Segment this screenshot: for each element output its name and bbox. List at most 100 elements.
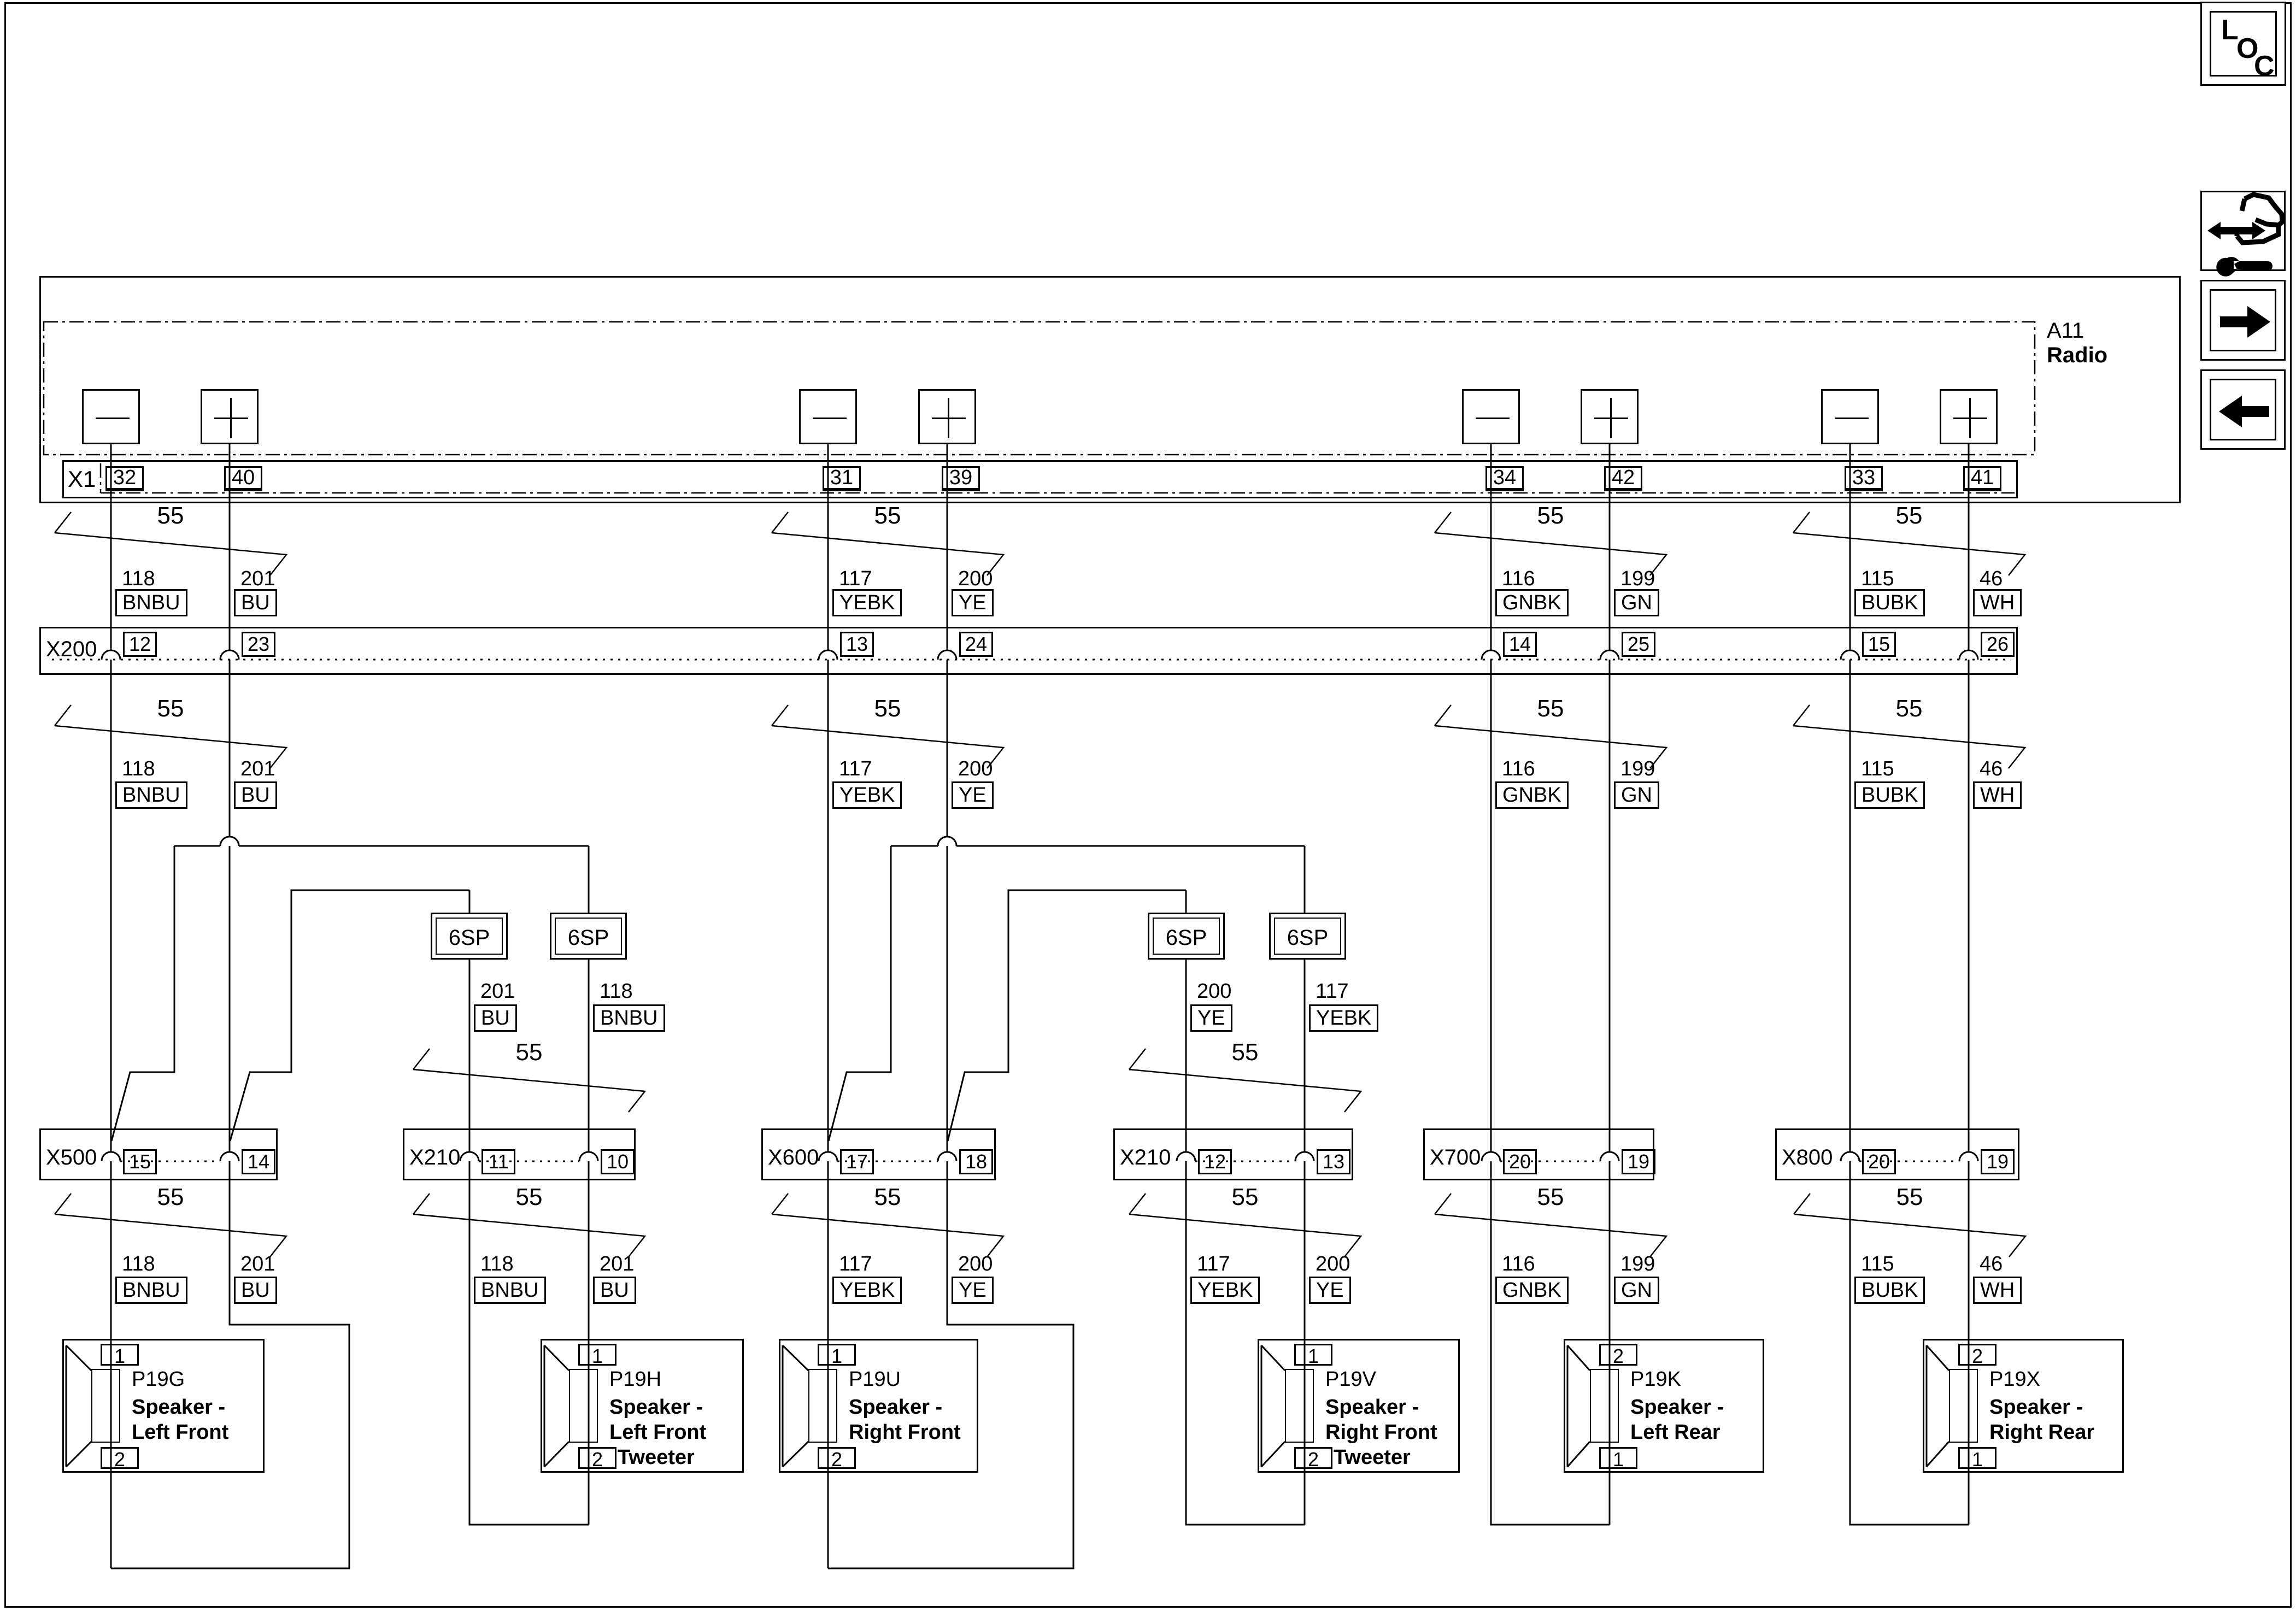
pin-box: 2 [1599,1344,1637,1367]
wire-color: BNBU [115,1277,187,1304]
wire-color: YEBK [832,1277,902,1304]
speaker-name-line1: Speaker - [132,1396,226,1419]
wire-number: 117 [839,757,872,780]
wire-number: 200 [958,567,993,590]
loc-icon: L O C [2210,11,2277,82]
speaker-box[interactable] [1258,1339,1460,1473]
wire-color: BNBU [115,781,187,809]
minus-terminal-icon [799,389,857,444]
wire-number: 200 [958,757,993,780]
speaker-box[interactable] [1564,1339,1764,1473]
plus-terminal-icon [918,389,976,444]
wire-number: 200 [958,1253,993,1275]
speaker-id[interactable]: P19H [609,1368,662,1391]
radio-name[interactable]: Radio [2047,343,2108,367]
wire-color: YEBK [832,589,902,616]
speaker-name-line2: Left Front [609,1421,707,1444]
connector-label[interactable]: X210 [1120,1145,1171,1169]
wire-number: 115 [1861,1253,1894,1275]
shield-label: 55 [157,1184,184,1210]
connector-label[interactable]: X210 [409,1145,461,1169]
wire-color: YE [1309,1277,1351,1304]
wire-number: 118 [122,1253,155,1275]
pin-box: 15 [123,1149,157,1174]
wire-color: WH [1973,1277,2022,1304]
plus-terminal-icon [201,389,259,444]
shield-label: 55 [874,695,901,722]
speaker-id[interactable]: P19U [849,1368,901,1391]
loc-button[interactable]: L O C [2200,2,2286,86]
shield-label: 55 [1537,502,1564,529]
pin-box: 32 [105,466,144,491]
speaker-box[interactable] [779,1339,978,1473]
vehicle-wiring-icon [2207,192,2284,277]
loc-letter: C [2254,50,2275,82]
wire-number: 46 [1980,757,2003,780]
wire-color: YEBK [1309,1004,1379,1032]
wire-color: WH [1973,781,2022,809]
pin-box: 1 [1599,1447,1637,1471]
pin-box: 33 [1845,466,1883,491]
wire-number: 46 [1980,567,2003,590]
speaker-box[interactable] [62,1339,265,1473]
shield-label: 55 [1231,1039,1259,1066]
wire-number: 200 [1316,1253,1350,1275]
vehicle-wiring-button[interactable] [2200,191,2286,277]
wire-number: 199 [1620,567,1655,590]
speaker-id[interactable]: P19K [1630,1368,1681,1391]
pin-box: 25 [1622,632,1655,657]
speaker-box[interactable] [1923,1339,2124,1473]
pin-box: 1 [818,1344,856,1367]
pin-box: 12 [1198,1149,1232,1174]
shield-label: 55 [1231,1184,1259,1210]
wire-number: 118 [480,1253,514,1275]
shield-label: 55 [1895,502,1923,529]
pin-box: 11 [481,1149,515,1174]
speaker-name-line2: Left Front [132,1421,229,1444]
speaker-id[interactable]: P19G [132,1368,185,1391]
pin-box: 39 [942,466,980,491]
speaker-name-line2: Left Rear [1630,1421,1720,1444]
wire-color: BU [234,589,277,616]
wire-color: BNBU [593,1004,665,1032]
pin-box: 1 [101,1344,139,1367]
option-6sp-box: 6SP [431,913,508,960]
shield-label: 55 [874,1184,901,1210]
pin-box: 17 [840,1149,874,1174]
connector-label[interactable]: X800 [1782,1145,1833,1169]
wire-number: 118 [600,980,633,1003]
wire-color: GNBK [1495,781,1569,809]
speaker-name-suffix: Tweeter [1334,1446,1411,1469]
radio-id[interactable]: A11 [2047,319,2084,343]
connector-label[interactable]: X700 [1430,1145,1481,1169]
speaker-magnet [808,1369,837,1443]
connector-label[interactable]: X600 [768,1145,819,1169]
shield-label: 55 [1537,695,1564,722]
speaker-id[interactable]: P19X [1989,1368,2040,1391]
connector-x200-label[interactable]: X200 [46,637,97,661]
option-6sp-label: 6SP [1274,918,1341,955]
connector-box [1423,1128,1654,1180]
plus-terminal-icon [1940,389,1998,444]
wire-color: BUBK [1854,589,1925,616]
wire-color: YE [952,1277,994,1304]
speaker-magnet [1285,1369,1314,1443]
wire-number: 201 [240,567,275,590]
connector-x200-strip [39,627,2018,675]
connector-label[interactable]: X500 [46,1145,97,1169]
speaker-name-line1: Speaker - [1325,1396,1419,1419]
speaker-id[interactable]: P19V [1325,1368,1376,1391]
wire-number: 199 [1620,1253,1655,1275]
pin-box: 18 [959,1149,993,1174]
speaker-box[interactable] [541,1339,744,1473]
next-button[interactable] [2200,280,2286,361]
back-button[interactable] [2200,369,2286,450]
pin-box: 20 [1862,1149,1896,1174]
pin-box: 20 [1503,1149,1537,1174]
plus-terminal-icon [1581,389,1639,444]
wire-color: GNBK [1495,1277,1569,1304]
connector-x1-label[interactable]: X1 [68,466,96,492]
wire-color: GN [1614,781,1659,809]
option-6sp-label: 6SP [436,918,503,955]
